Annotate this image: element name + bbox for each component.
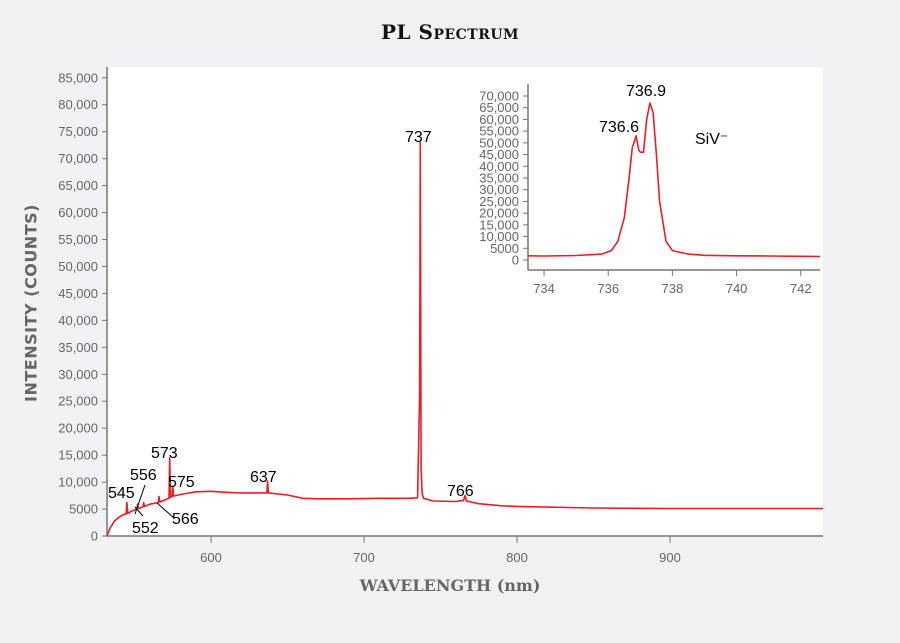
inset-y-tick-label: 55,000 bbox=[479, 124, 519, 139]
main-y-tick-label: 55,000 bbox=[58, 232, 98, 247]
inset-y-tick-label: 30,000 bbox=[479, 182, 519, 197]
inset-peak-label-736-9: 736.9 bbox=[626, 83, 666, 100]
inset-axes: 0500010,00015,00020,00025,00030,00035,00… bbox=[479, 84, 820, 296]
peak-label-545: 545 bbox=[108, 485, 135, 502]
peak-label-552: 552 bbox=[132, 520, 159, 537]
inset-y-tick-label: 25,000 bbox=[479, 194, 519, 209]
leader-line-566 bbox=[156, 502, 175, 519]
main-y-tick-label: 45,000 bbox=[58, 286, 98, 301]
inset-x-tick-label: 738 bbox=[662, 281, 684, 296]
inset-peak-label-736-6: 736.6 bbox=[599, 119, 639, 136]
leader-line-552 bbox=[134, 506, 144, 517]
inset-x-tick-label: 742 bbox=[790, 281, 812, 296]
peak-label-637: 637 bbox=[250, 469, 277, 486]
main-y-tick-label: 35,000 bbox=[58, 340, 98, 355]
main-y-tick-label: 85,000 bbox=[58, 70, 98, 85]
main-y-tick-label: 25,000 bbox=[58, 394, 98, 409]
inset-x-tick-label: 740 bbox=[726, 281, 748, 296]
main-y-tick-label: 75,000 bbox=[58, 124, 98, 139]
main-y-tick-label: 70,000 bbox=[58, 151, 98, 166]
peak-label-737: 737 bbox=[405, 129, 432, 146]
x-axis-label: WAVELENGTH (nm) bbox=[359, 576, 541, 595]
main-y-tick-label: 30,000 bbox=[58, 367, 98, 382]
inset-chart: 0500010,00015,00020,00025,00030,00035,00… bbox=[479, 83, 821, 296]
main-x-tick-label: 900 bbox=[659, 550, 681, 565]
main-x-tick-label: 700 bbox=[353, 550, 375, 565]
inset-y-tick-label: 70,000 bbox=[479, 89, 519, 104]
inset-y-tick-label: 0 bbox=[512, 253, 519, 268]
inset-y-tick-label: 5000 bbox=[490, 241, 519, 256]
main-y-tick-label: 0 bbox=[91, 529, 98, 544]
inset-y-tick-label: 10,000 bbox=[479, 229, 519, 244]
peak-label-573: 573 bbox=[151, 445, 178, 462]
peak-label-766: 766 bbox=[447, 483, 474, 500]
main-y-tick-label: 40,000 bbox=[58, 313, 98, 328]
main-y-tick-label: 15,000 bbox=[58, 448, 98, 463]
main-plot-area bbox=[107, 67, 823, 536]
inset-x-tick-label: 734 bbox=[533, 281, 555, 296]
inset-y-tick-label: 65,000 bbox=[479, 100, 519, 115]
inset-y-tick-label: 20,000 bbox=[479, 206, 519, 221]
inset-y-tick-label: 35,000 bbox=[479, 171, 519, 186]
main-y-tick-label: 80,000 bbox=[58, 97, 98, 112]
peak-label-566: 566 bbox=[172, 511, 199, 528]
main-y-tick-label: 50,000 bbox=[58, 259, 98, 274]
inset-y-tick-label: 45,000 bbox=[479, 147, 519, 162]
main-y-tick-label: 60,000 bbox=[58, 205, 98, 220]
inset-y-tick-label: 15,000 bbox=[479, 217, 519, 232]
inset-y-tick-label: 60,000 bbox=[479, 112, 519, 127]
inset-y-tick-label: 50,000 bbox=[479, 135, 519, 150]
inset-spectrum-line bbox=[527, 102, 821, 258]
main-x-tick-label: 800 bbox=[506, 550, 528, 565]
main-y-tick-label: 10,000 bbox=[58, 475, 98, 490]
chart-title: PL Spectrum bbox=[380, 20, 520, 44]
peak-label-556: 556 bbox=[130, 467, 157, 484]
main-y-tick-label: 20,000 bbox=[58, 421, 98, 436]
peak-label-575: 575 bbox=[168, 474, 195, 491]
inset-y-tick-label: 40,000 bbox=[479, 159, 519, 174]
main-y-tick-label: 65,000 bbox=[58, 178, 98, 193]
main-axes: 0500010,00015,00020,00025,00030,00035,00… bbox=[58, 67, 823, 565]
main-x-tick-label: 600 bbox=[200, 550, 222, 565]
main-y-tick-label: 5000 bbox=[69, 502, 98, 517]
inset-x-tick-label: 736 bbox=[597, 281, 619, 296]
main-annotations: 545 552 556 566 573 575 637 737 766 bbox=[108, 129, 474, 537]
inset-species-label: SiV⁻ bbox=[695, 131, 728, 148]
